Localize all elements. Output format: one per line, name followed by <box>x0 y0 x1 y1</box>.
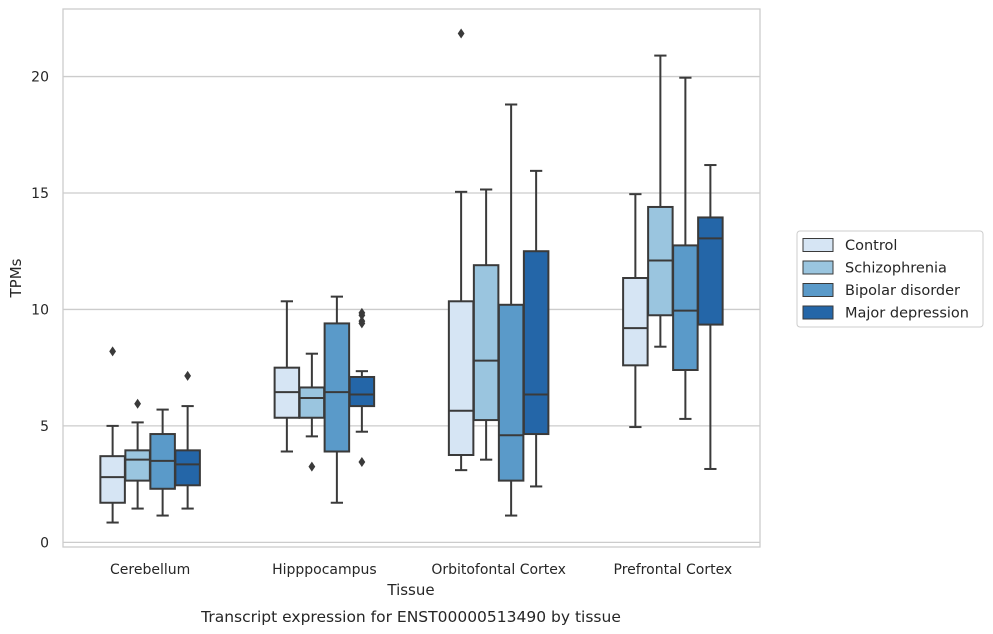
y-tick-label-15: 15 <box>31 186 49 202</box>
box-cerebellum-control <box>99 346 126 524</box>
legend-label-control: Control <box>845 238 897 254</box>
y-tick-label-5: 5 <box>40 419 49 435</box>
x-tick-label-orbitofontal-cortex: Orbitofontal Cortex <box>431 562 566 578</box>
legend-label-schizophrenia: Schizophrenia <box>845 261 947 277</box>
box-cerebellum-major-depression-iqr <box>174 449 201 487</box>
chart-caption: Transcript expression for ENST0000051349… <box>200 608 621 626</box>
box-orbitofontal-cortex-bipolar-disorder-iqr <box>497 303 525 482</box>
box-hipppocampus-control <box>273 300 301 453</box>
y-tick-label-0: 0 <box>40 535 49 551</box>
y-tick-label-10: 10 <box>31 302 49 318</box>
box-cerebellum-major-depression-outlier-0 <box>184 370 192 381</box>
box-prefrontal-cortex-major-depression-iqr <box>697 216 724 326</box>
box-hipppocampus-major-depression <box>348 307 376 467</box>
box-hipppocampus-schizophrenia-iqr <box>298 386 326 419</box>
legend-swatch-control <box>802 238 834 252</box>
box-hipppocampus-schizophrenia <box>298 352 326 472</box>
box-orbitofontal-cortex-schizophrenia-iqr <box>472 264 500 422</box>
box-prefrontal-cortex-control-iqr <box>622 277 649 367</box>
y-axis-title: TPMs <box>7 258 25 298</box>
y-tick-label-20: 20 <box>31 70 49 86</box>
box-cerebellum-control-iqr <box>99 455 126 504</box>
box-hipppocampus-schizophrenia-outlier-0 <box>308 461 316 472</box>
legend-swatch-bipolar-disorder <box>802 283 834 297</box>
box-prefrontal-cortex-bipolar-disorder-iqr <box>672 244 699 371</box>
legend-swatch-schizophrenia <box>802 260 834 275</box>
box-groups <box>99 28 724 524</box>
x-tick-label-hipppocampus: Hipppocampus <box>272 562 377 578</box>
legend-swatch-major-depression <box>802 305 834 320</box>
box-hipppocampus-major-depression-outlier-3 <box>358 307 366 318</box>
x-axis-title: Tissue <box>386 581 434 599</box>
x-tick-label-prefrontal-cortex: Prefrontal Cortex <box>614 562 733 578</box>
legend-label-bipolar-disorder: Bipolar disorder <box>845 283 960 299</box>
grid-lines <box>63 75 760 543</box>
box-orbitofontal-cortex-major-depression-iqr <box>522 250 550 436</box>
box-cerebellum-control-outlier-0 <box>109 346 117 357</box>
box-hipppocampus-major-depression-outlier-4 <box>358 456 366 467</box>
box-orbitofontal-cortex-control-iqr <box>447 300 475 457</box>
x-tick-label-cerebellum: Cerebellum <box>110 562 190 578</box>
box-cerebellum-schizophrenia-iqr <box>124 449 151 482</box>
box-cerebellum-major-depression <box>174 370 201 510</box>
box-hipppocampus-bipolar-disorder <box>323 295 351 504</box>
box-cerebellum-bipolar-disorder <box>149 408 176 517</box>
box-orbitofontal-cortex-control-outlier-0 <box>457 28 465 39</box>
x-axis-ticks: Cerebellum Hipppocampus Orbitofontal Corte… <box>110 562 732 578</box>
box-orbitofontal-cortex-major-depression <box>522 169 550 488</box>
box-hipppocampus-major-depression-outlier-1 <box>358 316 366 327</box>
box-hipppocampus-bipolar-disorder-iqr <box>323 322 351 453</box>
y-axis-ticks: 0 5 10 15 20 <box>31 70 49 552</box>
box-prefrontal-cortex-major-depression <box>697 164 724 470</box>
box-cerebellum-schizophrenia <box>124 398 151 510</box>
box-cerebellum-schizophrenia-outlier-0 <box>134 398 142 409</box>
box-hipppocampus-major-depression-iqr <box>348 375 376 408</box>
box-orbitofontal-cortex-schizophrenia <box>472 188 500 461</box>
legend-items: Control Schizophrenia Bipolar disorder Majo… <box>802 238 969 322</box>
legend: Control Schizophrenia Bipolar disorder Majo… <box>796 230 984 328</box>
legend-label-major-depression: Major depression <box>845 306 969 322</box>
legend-frame <box>796 230 984 328</box>
box-prefrontal-cortex-control <box>622 193 649 429</box>
